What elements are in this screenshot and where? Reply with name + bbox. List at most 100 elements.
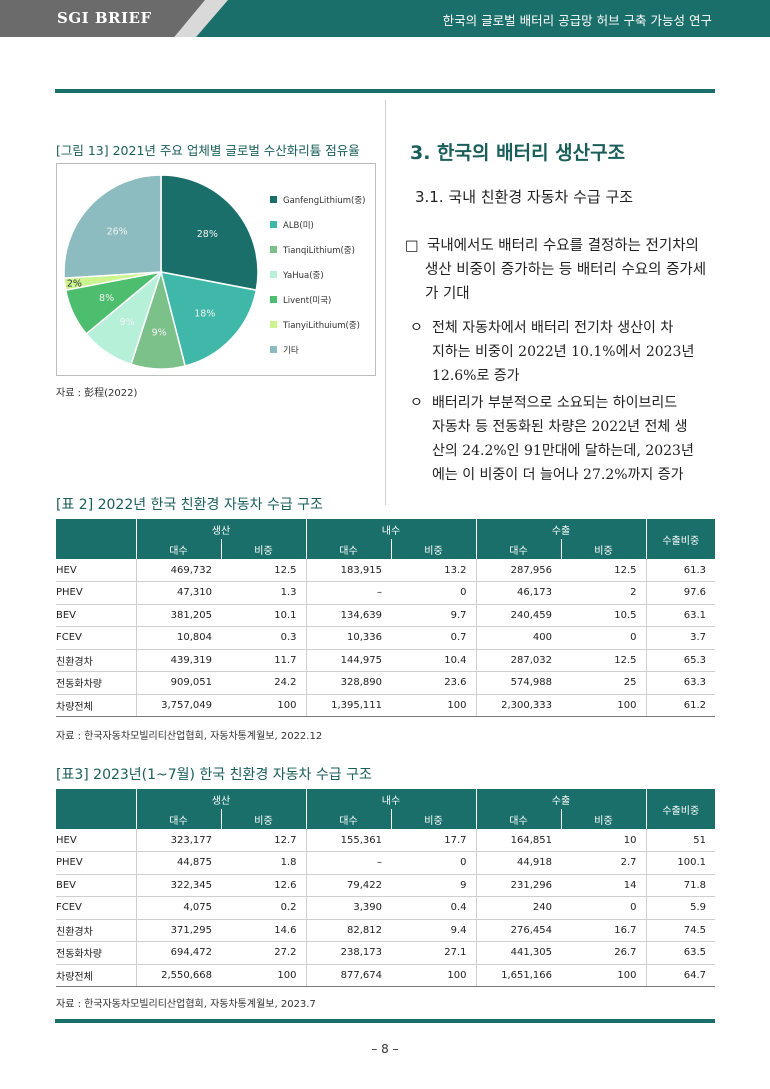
legend-item: YaHua(중): [270, 262, 366, 287]
section-title: 3. 한국의 배터리 생산구조: [410, 142, 626, 164]
table-cell: 44,918: [475, 851, 561, 875]
legend-item: GanfengLithium(중): [270, 187, 366, 212]
table-cell: 44,875: [135, 851, 221, 875]
table-group-header-row: 생산 내수 수출 수출비중: [56, 519, 715, 559]
table-cell: 238,173: [305, 941, 391, 965]
table-row-label: BEV: [56, 874, 136, 897]
table-cell: 82,812: [305, 919, 391, 942]
table-cell: 323,177: [135, 829, 221, 852]
table-row-label: FCEV: [56, 896, 136, 920]
table-corner-cell: [56, 789, 136, 829]
table-cell: 100: [391, 694, 476, 717]
figure-caption: [그림 13] 2021년 주요 업체별 글로벌 수산화리튬 점유율: [56, 143, 360, 158]
table-cell: 100: [561, 964, 646, 987]
table-sub-header: 비중: [220, 809, 306, 829]
table-cell: 909,051: [135, 671, 221, 695]
table-cell: 1,395,111: [305, 694, 391, 717]
header-brand-band: [0, 0, 205, 37]
table-cell: 51: [645, 829, 715, 852]
table-row: BEV 381,205 10.1 134,639 9.7 240,459 10.5 63.1: [56, 604, 715, 627]
table-cell: 65.3: [645, 649, 715, 672]
table-cell: 12.5: [221, 559, 306, 582]
table-row-label: HEV: [56, 559, 136, 582]
table-row: 차량전체 2,550,668 100 877,674 100 1,651,166 100 64…: [56, 964, 715, 987]
table-cell: 10,804: [135, 626, 221, 650]
table-group-header: 내수: [305, 519, 476, 539]
table-row-label: 차량전체: [56, 964, 136, 987]
table-cell: 144,975: [305, 649, 391, 672]
table-row: BEV 322,345 12.6 79,422 9 231,296 14 71.8: [56, 874, 715, 897]
table-cell: 17.7: [391, 829, 476, 852]
table-cell: 322,345: [135, 874, 221, 897]
brand-label: SGI BRIEF: [57, 9, 152, 27]
table-row: PHEV 44,875 1.8–0 44,918 2.7 100.1: [56, 851, 715, 875]
table-group-header: 생산: [135, 789, 306, 809]
table-cell: 63.5: [645, 941, 715, 965]
table-cell: 63.3: [645, 671, 715, 695]
table-cell: 9.4: [391, 919, 476, 942]
table-cell: 2,550,668: [135, 964, 221, 987]
legend-swatch: [270, 296, 277, 303]
table-cell: 276,454: [475, 919, 561, 942]
sub-paragraph-line: 자동차 등 전동화된 차량은 2022년 전체 생: [432, 419, 688, 435]
table-cell: 287,032: [475, 649, 561, 672]
table-cell: 0: [561, 896, 646, 920]
legend-label: Livent(미국): [283, 295, 332, 306]
sub-paragraph-1: ㅇ 전체 자동차에서 배터리 전기차 생산이 차 지하는 비중이 2022년 10…: [410, 316, 717, 388]
subsection-title: 3.1. 국내 친환경 자동차 수급 구조: [415, 188, 634, 206]
table-sub-header: 대수: [305, 539, 391, 559]
table-group-header: 수출: [475, 789, 646, 809]
page-number: – 8 –: [371, 1042, 399, 1056]
table-cell: 371,295: [135, 919, 221, 942]
table-sub-header: 대수: [305, 809, 391, 829]
legend-label: YaHua(중): [283, 270, 324, 281]
table-cell: 5.9: [645, 896, 715, 920]
table-sub-header: 대수: [475, 539, 561, 559]
table-cell: 12.5: [561, 649, 646, 672]
table-cell: 100: [561, 694, 646, 717]
page-header: SGI BRIEF 한국의 글로벌 배터리 공급망 허브 구축 가능성 연구: [0, 0, 770, 37]
table-cell: 694,472: [135, 941, 221, 965]
document-title: 한국의 글로벌 배터리 공급망 허브 구축 가능성 연구: [442, 13, 712, 28]
sub-paragraph-line: ㅇ 배터리가 부분적으로 소요되는 하이브리드: [410, 391, 717, 415]
table-cell: 9.7: [391, 604, 476, 627]
table-cell: –: [305, 851, 391, 875]
table-cell: 1.3: [221, 581, 306, 605]
table-cell: 64.7: [645, 964, 715, 987]
table-cell: 469,732: [135, 559, 221, 582]
top-rule: [55, 89, 715, 93]
table-sub-header: 비중: [390, 539, 476, 559]
table-cell: 574,988: [475, 671, 561, 695]
legend-item: TianyiLithuium(중): [270, 312, 366, 337]
table-cell: 0: [391, 851, 476, 875]
table-cell: 12.7: [221, 829, 306, 852]
table-cell: 877,674: [305, 964, 391, 987]
sub-paragraph-line: 산의 24.2%인 91만대에 달하는데, 2023년: [432, 443, 694, 459]
table-cell: –: [305, 581, 391, 605]
table-sub-header: 비중: [220, 539, 306, 559]
sub-paragraph-2: ㅇ 배터리가 부분적으로 소요되는 하이브리드 자동차 등 전동화된 차량은 20…: [410, 391, 717, 487]
table-cell: 10,336: [305, 626, 391, 650]
table-cell: 2.7: [561, 851, 646, 875]
table-cell: 13.2: [391, 559, 476, 582]
table-row-label: BEV: [56, 604, 136, 627]
table-row: FCEV 10,804 0.3 10,336 0.7 400 0 3.7: [56, 626, 715, 650]
table-cell: 27.2: [221, 941, 306, 965]
table-cell: 2,300,333: [475, 694, 561, 717]
pie-slice-label: 8%: [99, 293, 114, 304]
table-cell: 24.2: [221, 671, 306, 695]
table-group-header-row: 생산 내수 수출 수출비중: [56, 789, 715, 829]
table-header-export-share: 수출비중: [645, 789, 715, 829]
table-row-label: 전동화차량: [56, 671, 136, 695]
table-cell: 439,319: [135, 649, 221, 672]
table2: 생산 내수 수출 수출비중 대수 비중 대수 비중 대수 비중 HEV 469,732 12.5 183,…: [56, 519, 715, 717]
table-cell: 0.7: [391, 626, 476, 650]
table-cell: 100: [221, 964, 306, 987]
pie-slice-label: 9%: [120, 317, 135, 328]
table-cell: 134,639: [305, 604, 391, 627]
circle-bullet-icon: ㅇ: [410, 320, 423, 336]
bottom-rule: [55, 1019, 715, 1023]
table-cell: 25: [561, 671, 646, 695]
table-row-label: FCEV: [56, 626, 136, 650]
table-cell: 9: [391, 874, 476, 897]
